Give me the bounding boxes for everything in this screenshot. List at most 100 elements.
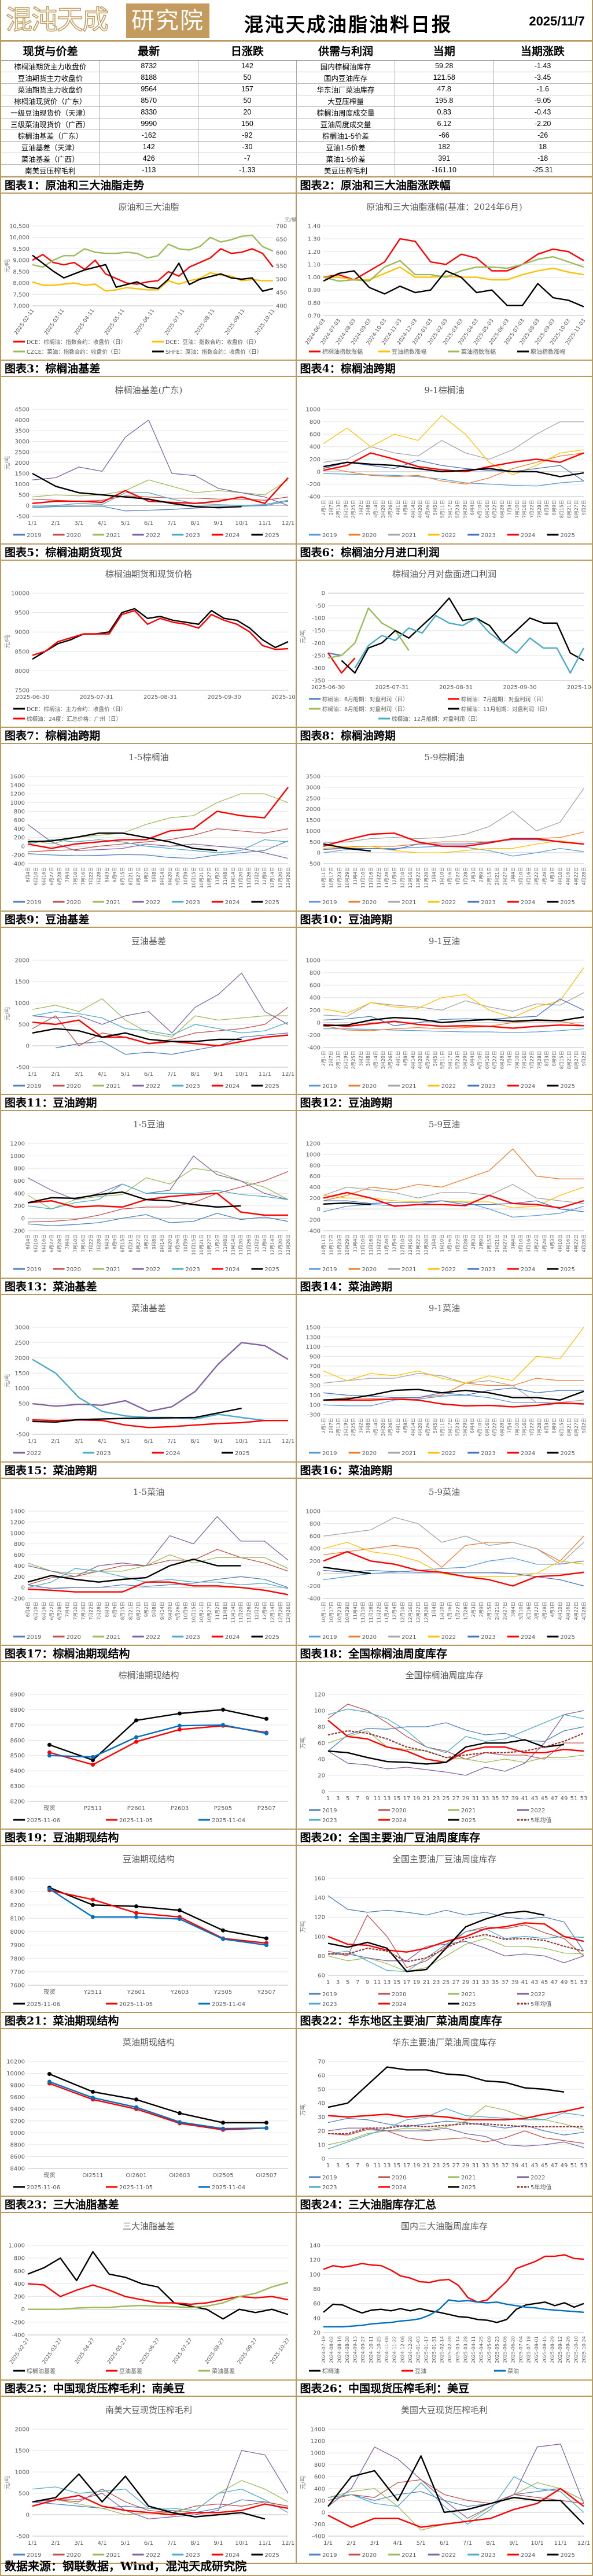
legend-label: 2020 [362, 1083, 376, 1090]
y-tick-label: 10,000 [9, 235, 30, 241]
legend-item: 棕榈油：8月船期：对盘利润（日） [308, 706, 408, 713]
x-tick-label: 1月28日 [463, 867, 468, 885]
legend-item: 2024 [211, 1083, 240, 1090]
y-axis-unit: 元/吨 [3, 2475, 11, 2489]
table-cell: 6.12 [395, 118, 494, 130]
table-cell: 南美豆压榨毛利 [1, 164, 100, 176]
x-tick-label: 2024-11-22 [392, 2336, 397, 2363]
table-cell: 棕榈油基差（广东） [1, 129, 100, 142]
x-tick-label: 31 [472, 1796, 479, 1802]
x-tick-label: 7月4日 [65, 867, 70, 882]
x-tick-label: 45 [540, 2163, 548, 2169]
x-tick-label: 2月7日 [328, 1418, 333, 1433]
x-tick-label: 35 [491, 2163, 499, 2169]
legend-label: 2019 [322, 1808, 337, 1814]
series-line-2023 [32, 492, 289, 508]
series-line-2023 [27, 839, 289, 854]
legend-label: 2022 [441, 1450, 455, 1457]
series-line-DCE：豆油：指数合约：收盘价（日） [32, 272, 273, 292]
x-tick-label: 6月10日 [477, 1418, 482, 1436]
data-point-marker [47, 2079, 51, 2084]
column-header: 供需与利润 [296, 42, 395, 61]
x-tick-label: 8月9日 [551, 1051, 557, 1066]
series-line-SHFE：原油：指数合约：收盘价（日） [32, 254, 274, 292]
y-tick-label: -200 [307, 1217, 321, 1224]
x-tick-label: 11/1 [259, 1071, 271, 1078]
x-tick-label: 1月22日 [455, 867, 460, 885]
legend-label: 2025 [264, 900, 279, 906]
legend-label: 2021 [461, 1992, 476, 1998]
x-tick-label: 8月3日 [544, 1418, 549, 1433]
legend-item: 2022 [132, 900, 160, 906]
y-tick-label: 2000 [15, 460, 30, 467]
legend-item: 2022 [132, 532, 160, 539]
x-tick-label: OI2601 [126, 2172, 146, 2179]
legend-label: 2023 [185, 900, 200, 906]
x-tick-label: 3月14日 [373, 500, 378, 518]
x-tick-label: 37 [501, 1979, 509, 1986]
x-tick-label: 35 [491, 1979, 499, 1986]
x-tick-label: 5月11日 [440, 500, 445, 518]
legend-label: 2019 [27, 1267, 41, 1273]
y-tick-label: -300 [312, 665, 325, 672]
y-tick-label: 400 [314, 2486, 325, 2492]
series-line-2023 [323, 1200, 584, 1213]
x-tick-label: 11月4日 [352, 1602, 358, 1620]
x-tick-label: 17 [403, 2163, 410, 2169]
y-tick-label: 7800 [10, 1956, 25, 1962]
y-tick-label: 70 [318, 2059, 325, 2066]
series-line-2020 [323, 1535, 584, 1568]
series-line-2022 [323, 415, 584, 476]
x-tick-label: 25 [442, 1796, 450, 1802]
x-tick-label: 8月15日 [120, 1602, 126, 1620]
x-tick-label: 4月10日 [558, 867, 563, 885]
x-tick-label: 1/1 [28, 1438, 37, 1445]
x-tick-label: 7月28日 [536, 1051, 542, 1069]
series-line-5年均值 [327, 1934, 584, 1963]
x-tick-label: 10/1 [531, 2540, 543, 2547]
x-tick-label: 2月25日 [351, 1051, 356, 1069]
x-tick-label: 12月28日 [423, 1234, 429, 1255]
series-line-2020 [32, 2488, 289, 2513]
chart-title: 5-9菜油 [428, 1487, 459, 1497]
x-tick-label: 7 [355, 2163, 359, 2169]
x-tick-label: 6月16日 [484, 1418, 489, 1436]
section-heading: 图表11：豆油跨期 [1, 1095, 296, 1112]
series-line-2025 [327, 1910, 544, 1972]
series-line-2019 [323, 1557, 584, 1580]
section-heading: 图表20：全国主要油厂豆油周度库存 [296, 1830, 592, 1846]
x-tick-label: 9月26日 [175, 867, 181, 885]
x-tick-label: 2月15日 [487, 1602, 492, 1620]
legend-label: 2023 [185, 2552, 200, 2559]
x-tick-label: 15 [393, 1979, 400, 1986]
x-tick-label: 11/1 [259, 520, 271, 527]
x-tick-label: 1月10日 [439, 867, 444, 885]
y-tick-label: 600 [309, 432, 320, 438]
legend-label: 2021 [402, 532, 416, 539]
chart-26: 美国大豆现货压榨毛利 -400 -200 0 200 400 600 800 1000 1200 1… [299, 2405, 590, 2559]
chart-panel-5: 图表5：棕榈油期货现货 棕榈油期货和现货价格 7500 8000 8500 9000 950… [1, 544, 297, 727]
legend-item: 5年均值 [517, 2000, 551, 2008]
x-tick-label: 47 [550, 1979, 558, 1986]
x-tick-label: 33 [481, 1796, 489, 1802]
x-tick-label: 10月17日 [329, 1234, 334, 1255]
x-tick-label: 25 [442, 1979, 450, 1986]
x-tick-label: 4月14日 [410, 1418, 415, 1436]
data-point-marker [264, 2120, 268, 2125]
y-tick-label: 1.00 [307, 275, 320, 281]
series-line-2020 [27, 1549, 289, 1585]
x-tick-label: Y2505 [213, 1989, 233, 1996]
legend-label: 2020 [362, 1450, 376, 1457]
y-tick-label: 600 [14, 817, 25, 824]
section-heading: 图表26：中国现货压榨毛利：美豆 [296, 2381, 592, 2397]
x-tick-label: 6月16日 [41, 1602, 46, 1620]
x-tick-label: 12月16日 [408, 867, 413, 888]
x-tick-label: 12月4日 [392, 1234, 397, 1252]
x-tick-label: 4月28日 [581, 1602, 587, 1620]
y-tick-label: -200 [312, 2522, 325, 2528]
series-line-2024 [327, 2107, 584, 2121]
y-tick-label: -200 [307, 1032, 321, 1039]
y-tick-label: 0.70 [307, 313, 320, 319]
x-tick-label: 12月14日 [270, 1234, 275, 1255]
